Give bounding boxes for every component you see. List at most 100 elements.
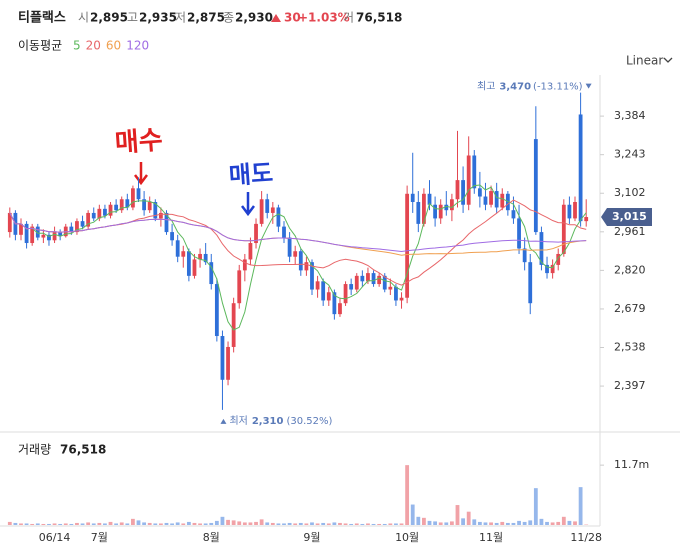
ma-legend-item: 5 [73, 39, 81, 53]
low-pct: (30.52%) [286, 416, 332, 427]
volume-bar [573, 521, 577, 525]
candle-body [326, 292, 331, 301]
ma-legend-item: 20 [86, 39, 101, 53]
volume-bar [449, 521, 454, 525]
volume-bar [170, 523, 174, 525]
candle-body [427, 193, 432, 205]
x-tick-label: 11월 [479, 531, 503, 544]
moving-average [9, 184, 587, 331]
volume-bar [186, 521, 191, 525]
candle-body [433, 204, 438, 219]
candle-body [276, 207, 281, 227]
field-label: 종 [223, 11, 234, 25]
candle-body [19, 223, 23, 235]
volume-bar [30, 523, 35, 525]
volume-bar [203, 523, 208, 525]
volume-bar [52, 523, 57, 525]
candle-body [388, 286, 393, 290]
volume-bar [511, 522, 516, 525]
volume-bar [254, 521, 258, 525]
candle-body [80, 221, 85, 227]
volume-bar [153, 523, 158, 525]
ma-legend-item: 60 [106, 39, 121, 53]
candle-body [293, 251, 298, 257]
volume-bar [382, 523, 387, 525]
volume-bar [147, 522, 152, 525]
candle-body [332, 292, 337, 315]
candle-body [198, 253, 202, 260]
scale-toggle[interactable]: Linear [626, 54, 663, 68]
volume-bar [332, 522, 337, 525]
candle-body [416, 201, 421, 224]
volume-bar [444, 522, 449, 525]
field-value: 2,935 [139, 11, 177, 25]
candle-body [158, 212, 163, 219]
volume-bar [114, 523, 119, 525]
field-value: 2,875 [187, 11, 225, 25]
volume-bar [304, 523, 309, 525]
volume-bar [567, 520, 572, 525]
candle-body [24, 223, 29, 244]
volume-bar [226, 519, 230, 525]
field-value: 2,930 [235, 11, 273, 25]
volume-bar [354, 523, 359, 525]
candle-body [142, 199, 147, 211]
volume-bar [489, 522, 493, 525]
candle-body [573, 201, 577, 219]
price-tag-label: 3,015 [612, 210, 647, 223]
candle-body [522, 248, 527, 263]
volume-bar [494, 522, 499, 525]
volume-bar [209, 522, 214, 525]
candle-body [282, 226, 286, 238]
candle-body [500, 193, 505, 208]
volume-bar [410, 504, 415, 525]
volume-tick-label: 11.7m [614, 458, 649, 471]
candle-body [483, 196, 488, 205]
change: 30 [284, 11, 301, 25]
candle-body [394, 286, 398, 301]
volume-bar [108, 521, 113, 525]
volume-last: 76,518 [60, 443, 106, 457]
candle-body [52, 232, 57, 241]
field-label: 고 [127, 11, 138, 25]
volume-bar [338, 522, 342, 525]
candle-body [136, 188, 141, 200]
candle-body [131, 188, 135, 208]
volume-bar [24, 523, 29, 525]
chevron[interactable] [663, 57, 673, 63]
volume-bar [142, 522, 147, 525]
stock-name: 티플랙스 [18, 10, 66, 26]
sell-arrow [241, 192, 255, 217]
candle-body [405, 193, 410, 298]
y-tick-label: 2,679 [614, 302, 646, 315]
volume-bar [103, 523, 107, 525]
buy-arrow [134, 162, 148, 186]
volume-bar [276, 523, 281, 525]
volume-bar [556, 521, 561, 525]
candle-body [220, 336, 225, 380]
volume-bar [366, 523, 370, 525]
up-icon [271, 14, 281, 22]
candle-body [349, 284, 354, 290]
y-tick-label: 3,243 [614, 148, 646, 161]
volume-bar [69, 523, 74, 525]
volume-bar [545, 521, 549, 525]
volume-bar [483, 522, 488, 525]
candle-body [517, 218, 521, 249]
candle-body [449, 199, 454, 211]
x-tick-label: 7월 [91, 531, 108, 544]
candle-body [41, 234, 46, 238]
low-text: 최저 [229, 415, 247, 427]
candle-body [533, 139, 538, 233]
volume-bar [528, 520, 533, 525]
candle-body [438, 204, 443, 219]
candle-body [410, 193, 415, 202]
volume-bar [58, 523, 63, 525]
candle-body [466, 155, 471, 205]
volume-bar [315, 523, 320, 525]
volume-bar [75, 522, 79, 525]
candle-body [181, 251, 186, 257]
volume-bar [282, 523, 286, 525]
sell-note: 매도 [228, 158, 274, 190]
volume-bar [477, 521, 482, 525]
